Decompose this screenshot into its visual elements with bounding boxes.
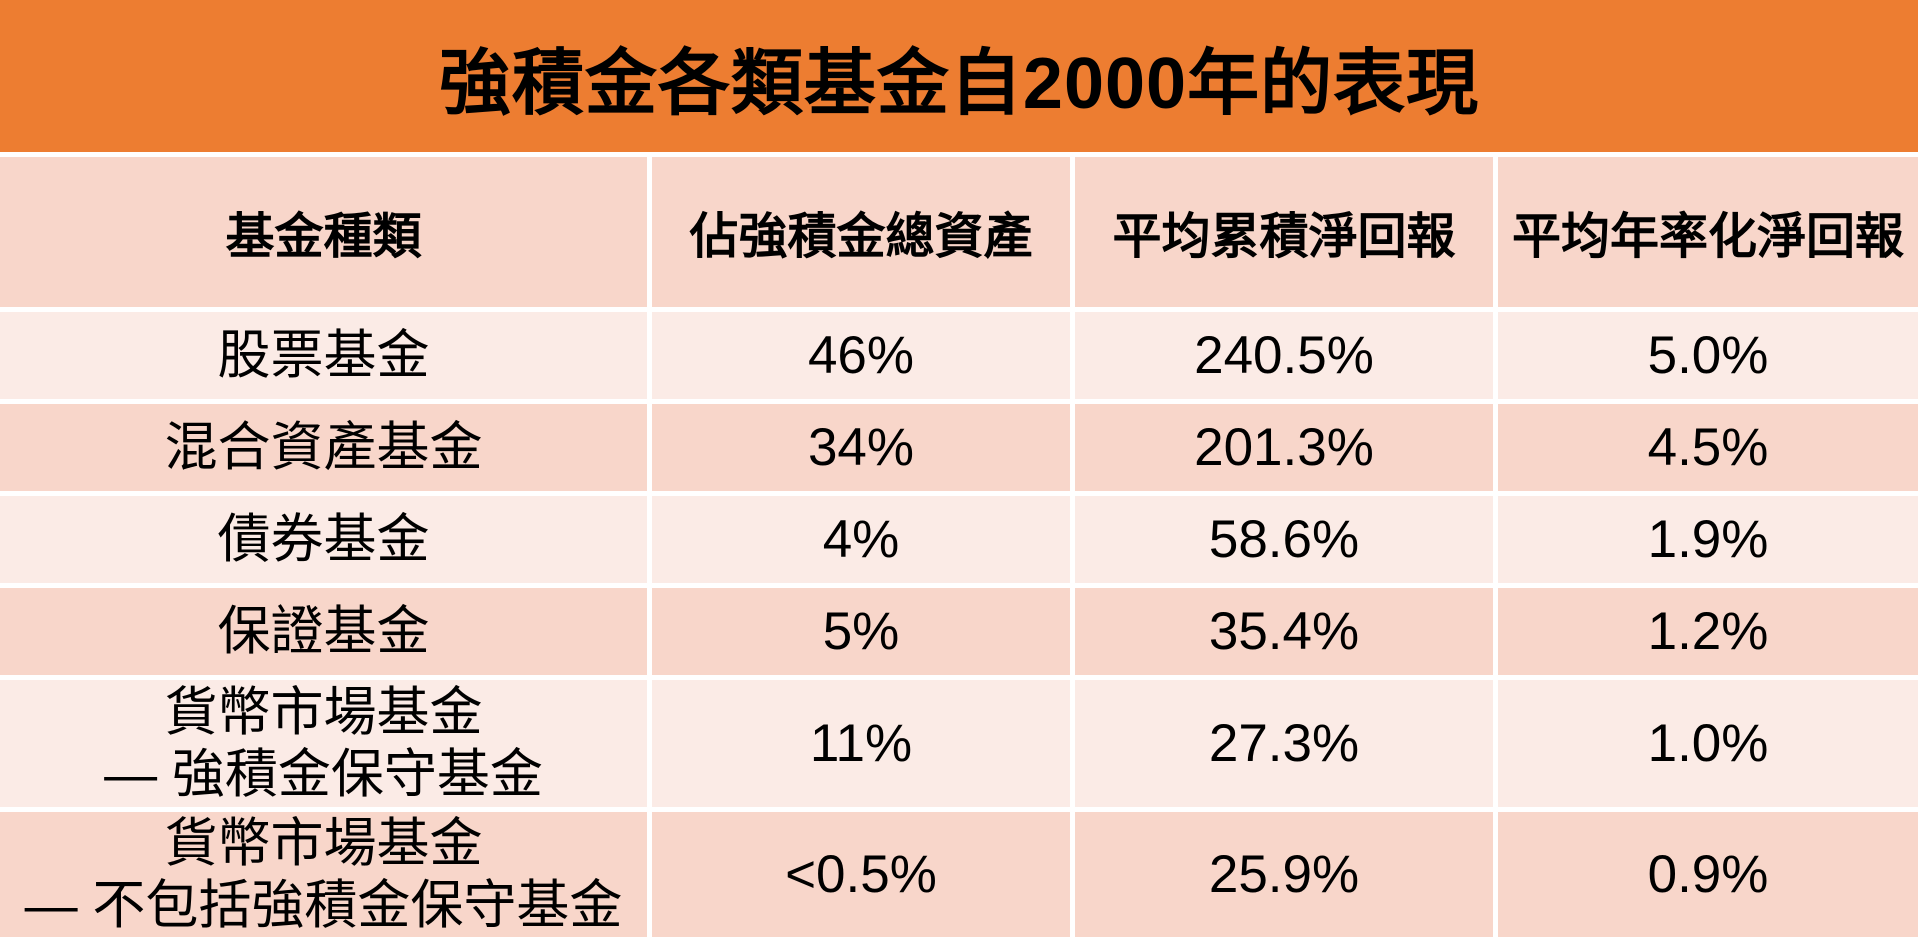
fund-type-label: — 強積金保守基金 xyxy=(104,744,543,804)
page-title: 強積金各類基金自2000年的表現 xyxy=(438,43,1480,124)
annualized-return-cell: 0.9% xyxy=(1498,812,1918,937)
cumulative-return-cell: 25.9% xyxy=(1075,812,1493,937)
fund-type-label: 貨幣市場基金 xyxy=(164,683,483,743)
column-header-annualized-return: 平均年率化淨回報 xyxy=(1498,157,1918,307)
fund-type-label: 債券基金 xyxy=(217,509,430,569)
asset-share-cell: 5% xyxy=(652,588,1070,675)
fund-type-label: — 不包括強積金保守基金 xyxy=(24,875,623,935)
cumulative-return-cell: 27.3% xyxy=(1075,680,1493,807)
cumulative-return-cell: 240.5% xyxy=(1075,312,1493,399)
annualized-return-cell: 1.9% xyxy=(1498,496,1918,583)
fund-type-cell: 混合資產基金 xyxy=(0,404,647,491)
annualized-return-cell: 1.0% xyxy=(1498,680,1918,807)
fund-type-cell: 貨幣市場基金 — 強積金保守基金 xyxy=(0,680,647,807)
cumulative-return-cell: 58.6% xyxy=(1075,496,1493,583)
asset-share-cell: 34% xyxy=(652,404,1070,491)
fund-type-label: 混合資產基金 xyxy=(164,417,483,477)
fund-type-cell: 股票基金 xyxy=(0,312,647,399)
fund-type-cell: 保證基金 xyxy=(0,588,647,675)
fund-type-label: 股票基金 xyxy=(217,325,430,385)
fund-type-cell: 貨幣市場基金 — 不包括強積金保守基金 xyxy=(0,812,647,937)
annualized-return-cell: 1.2% xyxy=(1498,588,1918,675)
asset-share-cell: <0.5% xyxy=(652,812,1070,937)
annualized-return-cell: 5.0% xyxy=(1498,312,1918,399)
fund-type-cell: 債券基金 xyxy=(0,496,647,583)
asset-share-cell: 4% xyxy=(652,496,1070,583)
asset-share-cell: 11% xyxy=(652,680,1070,807)
fund-type-label: 保證基金 xyxy=(217,601,430,661)
asset-share-cell: 46% xyxy=(652,312,1070,399)
column-header-fund-type: 基金種類 xyxy=(0,157,647,307)
cumulative-return-cell: 201.3% xyxy=(1075,404,1493,491)
annualized-return-cell: 4.5% xyxy=(1498,404,1918,491)
column-header-cumulative-return: 平均累積淨回報 xyxy=(1075,157,1493,307)
fund-type-label: 貨幣市場基金 xyxy=(164,814,483,874)
fund-performance-table: 基金種類 佔強積金總資產 平均累積淨回報 平均年率化淨回報 股票基金 46% 240… xyxy=(0,157,1918,937)
cumulative-return-cell: 35.4% xyxy=(1075,588,1493,675)
title-banner: 強積金各類基金自2000年的表現 xyxy=(0,0,1918,152)
column-header-asset-share: 佔強積金總資產 xyxy=(652,157,1070,307)
